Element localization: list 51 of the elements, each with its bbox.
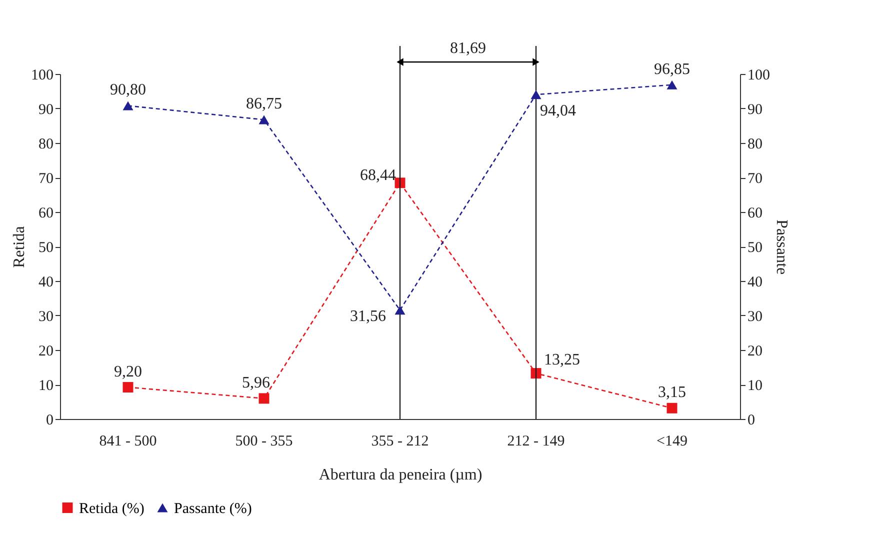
point [394,306,406,315]
y-tick-label: 40 [38,274,54,290]
text: 81,69 [450,40,486,57]
y-tick-label: 70 [38,171,54,187]
y2-tick-label: 60 [748,206,762,222]
y2-tick-label: 90 [748,102,762,118]
point [258,115,270,124]
y2-tick-label: 70 [748,171,762,187]
x-tick-label: 212 - 149 [507,434,565,450]
y2-axis-title: Passante [773,219,790,275]
y2-tick-label: 30 [748,309,762,325]
point [122,101,134,110]
point [258,393,270,404]
y2-tick-label: 40 [748,274,762,290]
data-label: 90,80 [110,82,146,99]
x-tick-label: 355 - 212 [371,434,429,450]
data-label: 96,85 [654,60,690,78]
y2-tick-label: 10 [748,378,762,394]
data-label: 3,15 [658,384,686,402]
y-tick-label: 30 [38,309,54,325]
y2-tick-label: 80 [748,136,762,152]
point [666,402,678,414]
y-tick-label: 60 [38,206,54,222]
data-label: 31,56 [350,308,386,326]
data-label: 13,25 [544,351,580,368]
y-tick-label: 50 [38,240,54,256]
y-tick-label: 0 [46,412,54,428]
y2-tick-label: 50 [748,240,762,256]
x-tick-label: <149 [656,434,688,450]
y-tick-label: 20 [38,344,54,360]
y-tick-label: 100 [31,68,54,84]
y2-tick-label: 100 [748,68,770,84]
y2-tick-label: 0 [748,412,755,428]
data-label: 68,44 [360,166,396,184]
y-axis-title: Retida [11,226,28,268]
x-axis-title: Abertura da peneira (µm) [318,466,482,484]
legend-label: Passante (%) [174,500,252,517]
legend-label: Retida (%) [79,500,144,517]
data-label: 94,04 [540,102,576,120]
data-label: 9,20 [114,363,142,380]
y-tick-label: 90 [38,102,54,118]
point [122,382,134,393]
x-tick-label: 500 - 355 [235,434,293,450]
x-tick-label: 841 - 500 [99,434,157,450]
data-label: 86,75 [246,96,282,113]
point [530,90,542,100]
y-tick-label: 80 [38,136,54,152]
point [666,80,678,90]
data-label: 5,96 [242,374,270,392]
y2-tick-label: 20 [748,344,762,360]
y-tick-label: 10 [38,378,54,394]
